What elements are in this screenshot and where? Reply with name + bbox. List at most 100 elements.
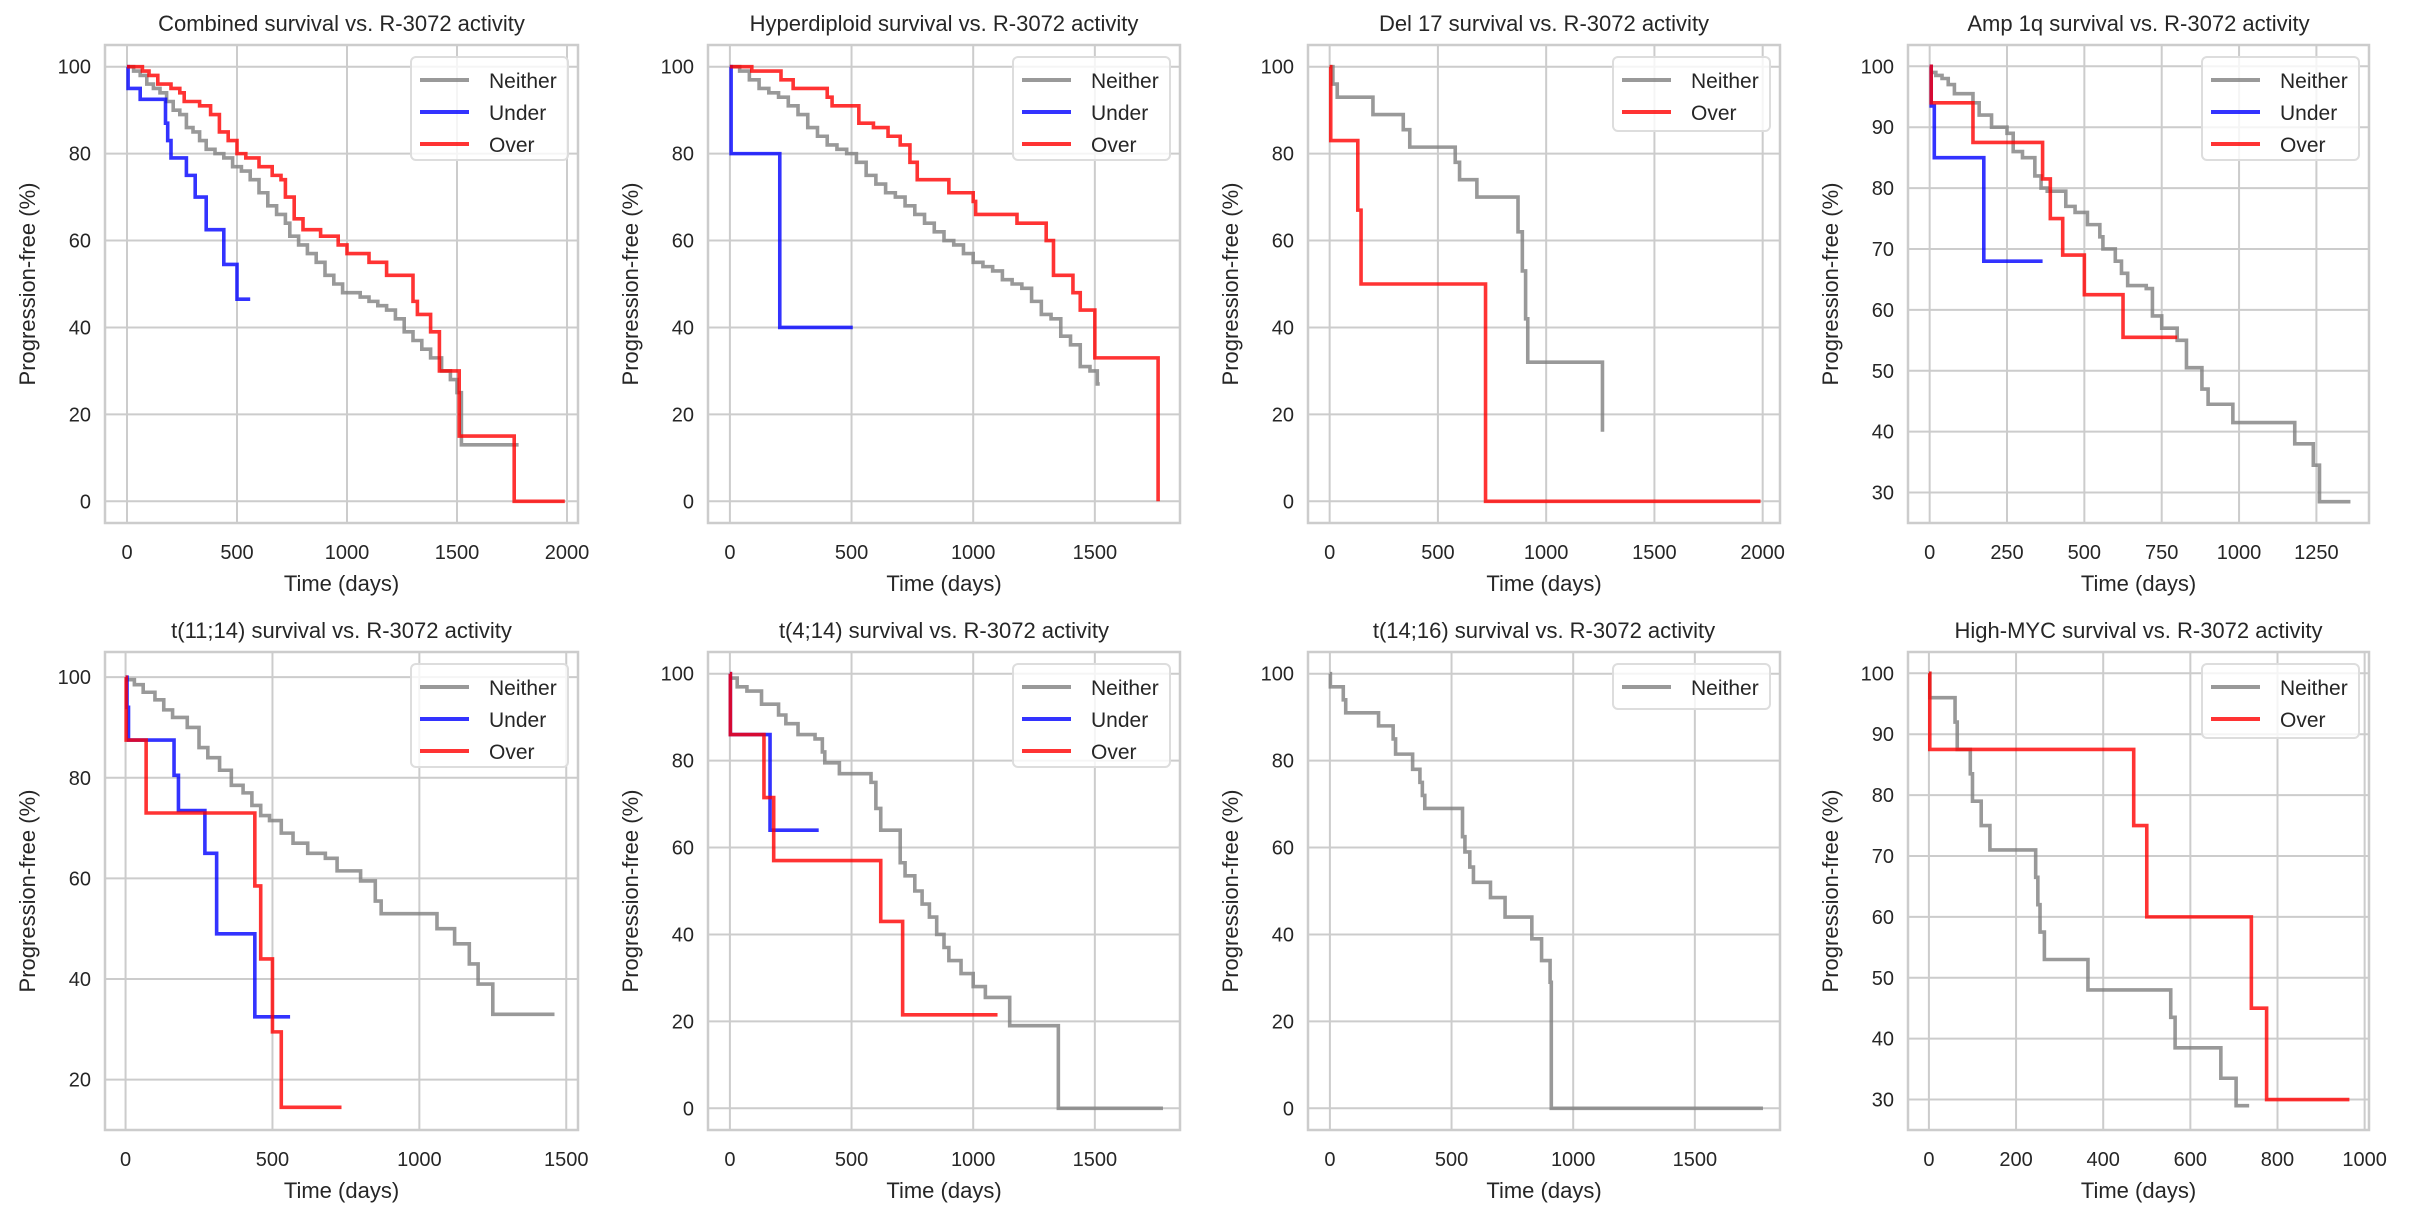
y-tick-label: 100 bbox=[1261, 664, 1294, 686]
y-tick-label: 20 bbox=[1272, 1011, 1294, 1033]
y-tick-label: 40 bbox=[69, 317, 91, 339]
x-tick-label: 600 bbox=[2174, 1149, 2207, 1171]
chart-panel: Del 17 survival vs. R-3072 activity 0 500 1… bbox=[1218, 11, 1785, 596]
x-tick-label: 0 bbox=[120, 1149, 131, 1171]
x-tick-label: 200 bbox=[1999, 1149, 2032, 1171]
y-tick-label: 20 bbox=[1272, 404, 1294, 426]
survival-curve-under bbox=[126, 64, 251, 302]
y-tick-label: 60 bbox=[672, 231, 694, 253]
y-tick-label: 90 bbox=[1872, 117, 1894, 139]
y-tick-label: 80 bbox=[1872, 178, 1894, 200]
survival-curve-under bbox=[1929, 64, 2043, 263]
x-axis-label: Time (days) bbox=[886, 1178, 1001, 1203]
x-axis-label: Time (days) bbox=[1486, 1178, 1601, 1203]
axes-frame bbox=[706, 650, 1182, 1132]
x-tick-label: 0 bbox=[1924, 542, 1935, 564]
survival-curve-over bbox=[127, 64, 565, 504]
y-tick-label: 100 bbox=[58, 667, 91, 689]
legend: Neither Under Over bbox=[1012, 56, 1171, 161]
y-tick-label: 20 bbox=[672, 404, 694, 426]
y-axis-label: Progression-free (%) bbox=[15, 790, 40, 993]
legend-box bbox=[410, 56, 569, 161]
legend-label: Neither bbox=[1091, 70, 1159, 93]
x-tick-label: 2000 bbox=[545, 542, 590, 564]
y-tick-label: 100 bbox=[1261, 57, 1294, 79]
survival-curve-neither bbox=[1929, 70, 2351, 504]
survival-curve-under bbox=[125, 675, 291, 1019]
legend-label: Over bbox=[2280, 709, 2326, 732]
x-tick-label: 1500 bbox=[1073, 1149, 1118, 1171]
chart-panel: Amp 1q survival vs. R-3072 activity 0 250 5… bbox=[1818, 11, 2371, 596]
y-tick-label: 80 bbox=[69, 768, 91, 790]
survival-curve-over bbox=[1328, 64, 1761, 504]
y-tick-label: 80 bbox=[1272, 751, 1294, 773]
chart-title: Del 17 survival vs. R-3072 activity bbox=[1379, 11, 1709, 36]
axes-frame bbox=[103, 43, 580, 525]
x-tick-label: 500 bbox=[1421, 542, 1454, 564]
y-tick-label: 40 bbox=[69, 969, 91, 991]
chart-panel: t(14;16) survival vs. R-3072 activity 0 50… bbox=[1218, 618, 1782, 1203]
y-tick-label: 60 bbox=[1272, 838, 1294, 860]
y-axis-label: Progression-free (%) bbox=[15, 183, 40, 386]
y-tick-label: 60 bbox=[69, 868, 91, 890]
y-axis-label: Progression-free (%) bbox=[618, 790, 643, 993]
x-axis-label: Time (days) bbox=[284, 571, 399, 596]
x-tick-label: 500 bbox=[2068, 542, 2101, 564]
legend-label: Neither bbox=[2280, 677, 2348, 700]
y-axis-label: Progression-free (%) bbox=[1218, 183, 1243, 386]
survival-curve-neither bbox=[729, 676, 1163, 1111]
axes-frame bbox=[706, 43, 1182, 525]
legend-label: Over bbox=[489, 134, 535, 157]
y-tick-label: 80 bbox=[1272, 144, 1294, 166]
y-tick-label: 40 bbox=[672, 924, 694, 946]
survival-curve-neither bbox=[1927, 671, 2250, 1108]
x-tick-label: 0 bbox=[724, 1149, 735, 1171]
legend-box bbox=[410, 663, 569, 768]
x-tick-label: 1000 bbox=[2217, 542, 2262, 564]
x-tick-label: 500 bbox=[835, 542, 868, 564]
legend-box bbox=[1012, 663, 1171, 768]
y-tick-label: 70 bbox=[1872, 846, 1894, 868]
x-tick-label: 0 bbox=[1923, 1149, 1934, 1171]
axes-frame bbox=[103, 650, 580, 1132]
legend-label: Neither bbox=[1091, 677, 1159, 700]
chart-title: t(11;14) survival vs. R-3072 activity bbox=[171, 618, 512, 643]
x-axis-label: Time (days) bbox=[1486, 571, 1601, 596]
y-tick-label: 80 bbox=[69, 144, 91, 166]
y-tick-label: 0 bbox=[683, 491, 694, 513]
y-tick-label: 30 bbox=[1872, 483, 1894, 505]
y-tick-label: 100 bbox=[1861, 56, 1894, 78]
y-axis-label: Progression-free (%) bbox=[1218, 790, 1243, 993]
survival-curve-over bbox=[124, 675, 342, 1110]
x-tick-label: 2000 bbox=[1740, 542, 1785, 564]
chart-panel: Hyperdiploid survival vs. R-3072 activit… bbox=[618, 11, 1182, 596]
x-tick-label: 1250 bbox=[2294, 542, 2339, 564]
chart-title: Amp 1q survival vs. R-3072 activity bbox=[1967, 11, 2309, 36]
y-tick-label: 60 bbox=[672, 838, 694, 860]
x-tick-label: 500 bbox=[256, 1149, 289, 1171]
y-tick-label: 100 bbox=[661, 664, 694, 686]
x-tick-label: 1000 bbox=[1524, 542, 1569, 564]
legend-label: Neither bbox=[1691, 70, 1759, 93]
legend-label: Neither bbox=[2280, 70, 2348, 93]
y-tick-label: 40 bbox=[1272, 317, 1294, 339]
y-axis-label: Progression-free (%) bbox=[618, 183, 643, 386]
x-tick-label: 0 bbox=[1324, 1149, 1335, 1171]
legend-label: Under bbox=[1091, 709, 1148, 732]
x-tick-label: 0 bbox=[1324, 542, 1335, 564]
y-tick-label: 80 bbox=[1872, 785, 1894, 807]
legend-label: Under bbox=[1091, 102, 1148, 125]
legend: Neither Under Over bbox=[1012, 663, 1171, 768]
y-tick-label: 90 bbox=[1872, 724, 1894, 746]
chart-title: Hyperdiploid survival vs. R-3072 activit… bbox=[750, 11, 1139, 36]
y-tick-label: 0 bbox=[683, 1098, 694, 1120]
x-tick-label: 400 bbox=[2087, 1149, 2120, 1171]
survival-curve-neither bbox=[1328, 671, 1763, 1111]
y-axis-label: Progression-free (%) bbox=[1818, 183, 1843, 386]
chart-panel: t(11;14) survival vs. R-3072 activity 0 50… bbox=[15, 618, 588, 1203]
axes-frame bbox=[1906, 43, 2371, 525]
x-axis-label: Time (days) bbox=[2081, 1178, 2196, 1203]
legend-label: Neither bbox=[489, 70, 557, 93]
y-tick-label: 40 bbox=[1872, 422, 1894, 444]
